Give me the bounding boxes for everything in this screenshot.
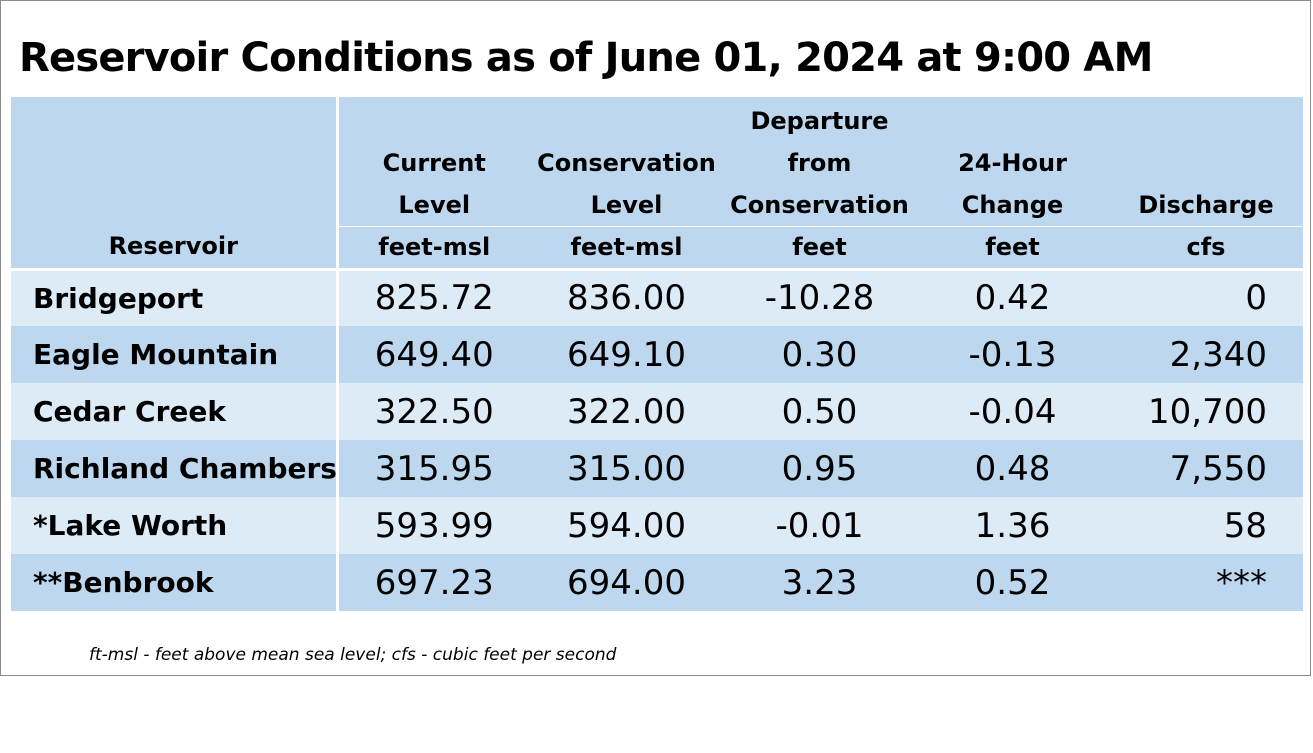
conservation-level-cell: 322.00 — [530, 383, 723, 440]
departure-cell: 3.23 — [723, 554, 916, 611]
conservation-level-cell: 315.00 — [530, 440, 723, 497]
reservoir-name: Eagle Mountain — [11, 326, 339, 383]
header-row: Current Level Conservation Level Departu… — [11, 97, 1303, 226]
col-header-current-level: Current Level — [337, 97, 530, 226]
change-cell: 1.36 — [916, 497, 1109, 554]
change-cell: 0.52 — [916, 554, 1109, 611]
unit-conservation-level: feet-msl — [530, 225, 723, 269]
departure-cell: 0.50 — [723, 383, 916, 440]
col-header-reservoir — [11, 97, 339, 226]
table-row: *Lake Worth 593.99 594.00 -0.01 1.36 58 — [11, 497, 1303, 554]
header-line: Departure — [750, 106, 889, 135]
units-row: Reservoir feet-msl feet-msl feet feet cf… — [11, 225, 1303, 269]
header-line: 24-Hour — [958, 148, 1067, 177]
conservation-level-cell: 694.00 — [530, 554, 723, 611]
change-cell: -0.04 — [916, 383, 1109, 440]
table-row: **Benbrook 697.23 694.00 3.23 0.52 *** — [11, 554, 1303, 611]
table-row: Cedar Creek 322.50 322.00 0.50 -0.04 10,… — [11, 383, 1303, 440]
table-row: Richland Chambers 315.95 315.00 0.95 0.4… — [11, 440, 1303, 497]
unit-24h-change: feet — [916, 225, 1109, 269]
reservoir-name: Richland Chambers — [11, 440, 339, 497]
conservation-level-cell: 836.00 — [530, 267, 723, 326]
current-level-cell: 825.72 — [337, 267, 530, 326]
col-header-conservation-level: Conservation Level — [530, 97, 723, 226]
header-line: Conservation — [537, 148, 716, 177]
discharge-cell: 7,550 — [1109, 440, 1303, 497]
col-header-discharge: Discharge — [1109, 97, 1303, 226]
discharge-cell: 2,340 — [1109, 326, 1303, 383]
header-line: Conservation — [730, 190, 909, 219]
change-cell: 0.48 — [916, 440, 1109, 497]
header-line: Level — [398, 190, 471, 219]
unit-discharge: cfs — [1109, 225, 1303, 269]
departure-cell: -10.28 — [723, 267, 916, 326]
discharge-cell: 10,700 — [1109, 383, 1303, 440]
conservation-level-cell: 594.00 — [530, 497, 723, 554]
report-frame: Reservoir Conditions as of June 01, 2024… — [0, 0, 1311, 676]
change-cell: -0.13 — [916, 326, 1109, 383]
table-row: Bridgeport 825.72 836.00 -10.28 0.42 0 — [11, 267, 1303, 326]
reservoir-name: *Lake Worth — [11, 497, 339, 554]
current-level-cell: 593.99 — [337, 497, 530, 554]
current-level-cell: 315.95 — [337, 440, 530, 497]
header-reservoir-label: Reservoir — [11, 226, 339, 269]
departure-cell: 0.30 — [723, 326, 916, 383]
current-level-cell: 649.40 — [337, 326, 530, 383]
page-title: Reservoir Conditions as of June 01, 2024… — [19, 35, 1153, 81]
discharge-cell: 0 — [1109, 267, 1303, 326]
reservoir-name: Bridgeport — [11, 267, 339, 326]
reservoir-table: Current Level Conservation Level Departu… — [11, 97, 1303, 611]
header-line: Discharge — [1138, 190, 1274, 219]
conservation-level-cell: 649.10 — [530, 326, 723, 383]
header-line: Current — [382, 148, 486, 177]
current-level-cell: 322.50 — [337, 383, 530, 440]
departure-cell: -0.01 — [723, 497, 916, 554]
table-row: Eagle Mountain 649.40 649.10 0.30 -0.13 … — [11, 326, 1303, 383]
change-cell: 0.42 — [916, 267, 1109, 326]
discharge-cell: 58 — [1109, 497, 1303, 554]
header-line: Change — [961, 190, 1064, 219]
unit-departure: feet — [723, 225, 916, 269]
reservoir-name: **Benbrook — [11, 554, 339, 611]
departure-cell: 0.95 — [723, 440, 916, 497]
header-line: Level — [590, 190, 663, 219]
unit-current-level: feet-msl — [337, 225, 530, 269]
reservoir-name: Cedar Creek — [11, 383, 339, 440]
col-header-24h-change: 24-Hour Change — [916, 97, 1109, 226]
col-header-departure: Departure from Conservation — [723, 97, 916, 226]
current-level-cell: 697.23 — [337, 554, 530, 611]
discharge-cell: *** — [1109, 554, 1303, 611]
footnote: ft-msl - feet above mean sea level; cfs … — [89, 645, 617, 665]
header-line: from — [787, 148, 852, 177]
